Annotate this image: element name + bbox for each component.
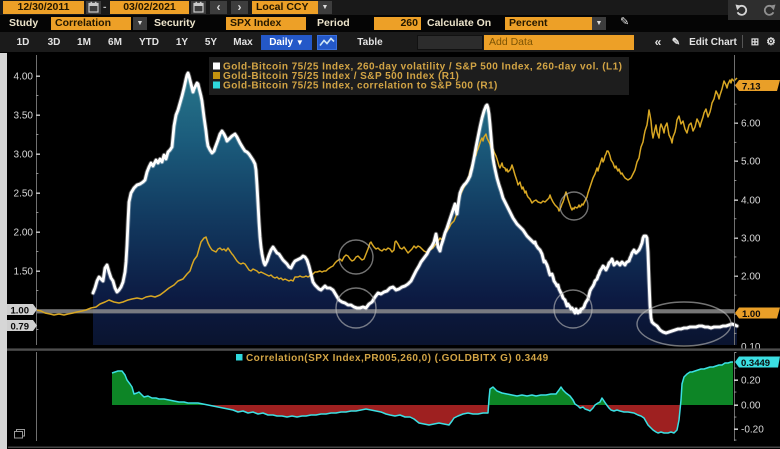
svg-text:0.79: 0.79 (11, 322, 30, 333)
svg-text:1.00: 1.00 (11, 306, 30, 317)
svg-text:0.10: 0.10 (741, 342, 761, 353)
svg-text:-0.20: -0.20 (741, 425, 764, 436)
svg-text:4.00: 4.00 (741, 196, 761, 207)
svg-text:3.50: 3.50 (14, 111, 34, 122)
svg-text:1.50: 1.50 (14, 267, 34, 278)
svg-text:3.00: 3.00 (741, 234, 761, 245)
svg-text:Gold-Bitcoin 75/25 Index / S&P: Gold-Bitcoin 75/25 Index / S&P 500 Index… (223, 71, 459, 82)
svg-text:0.00: 0.00 (741, 401, 761, 412)
svg-text:1.00: 1.00 (742, 309, 761, 320)
svg-text:2.50: 2.50 (14, 189, 34, 200)
svg-text:5.00: 5.00 (741, 157, 761, 168)
svg-text:Gold-Bitcoin 75/25 Index, corr: Gold-Bitcoin 75/25 Index, correlation to… (223, 81, 498, 92)
svg-text:4.00: 4.00 (14, 72, 34, 83)
svg-text:7.13: 7.13 (742, 82, 761, 93)
svg-text:6.00: 6.00 (741, 119, 761, 130)
svg-text:3.00: 3.00 (14, 150, 34, 161)
svg-text:Gold-Bitcoin 75/25 Index, 260-: Gold-Bitcoin 75/25 Index, 260-day volati… (223, 62, 622, 73)
svg-text:0.20: 0.20 (741, 376, 761, 387)
svg-text:0.3449: 0.3449 (741, 358, 770, 369)
svg-text:2.00: 2.00 (14, 228, 34, 239)
svg-text:Correlation(SPX Index,PR005,26: Correlation(SPX Index,PR005,260,0) (.GOL… (246, 353, 549, 364)
svg-text:2.00: 2.00 (741, 272, 761, 283)
